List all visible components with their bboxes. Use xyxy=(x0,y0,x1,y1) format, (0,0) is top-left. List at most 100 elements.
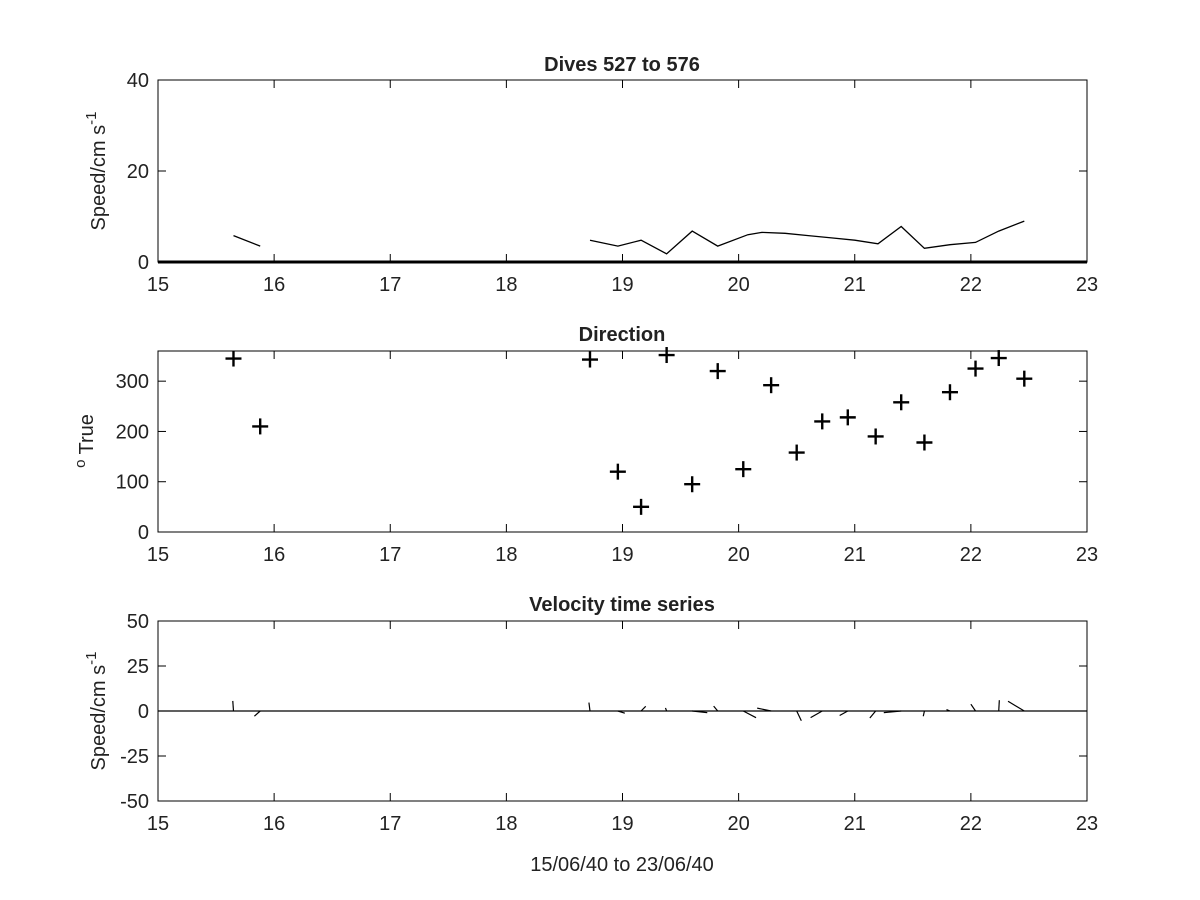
direction-x-tick-label: 15 xyxy=(147,544,169,566)
speed-x-tick-label: 20 xyxy=(728,274,750,296)
speed-plot-frame xyxy=(157,79,1088,263)
velocity-x-tick-label: 21 xyxy=(844,813,866,835)
direction-x-tick-label: 20 xyxy=(728,544,750,566)
direction-x-tick-label: 22 xyxy=(960,544,982,566)
speed-y-tick-label: 20 xyxy=(127,161,149,183)
direction-point xyxy=(658,347,675,364)
direction-point xyxy=(839,409,856,426)
velocity-stick xyxy=(640,705,647,712)
direction-point xyxy=(893,394,910,411)
direction-x-tick-label: 16 xyxy=(263,544,285,566)
speed-x-tick-label: 16 xyxy=(263,274,285,296)
direction-point xyxy=(633,498,650,515)
velocity-x-tick-label: 22 xyxy=(960,813,982,835)
speed-x-tick-label: 22 xyxy=(960,274,982,296)
speed-x-tick-label: 17 xyxy=(379,274,401,296)
direction-y-axis-label: o True xyxy=(72,414,98,468)
direction-point xyxy=(684,476,701,493)
speed-x-tick-label: 23 xyxy=(1076,274,1098,296)
velocity-x-tick-label: 18 xyxy=(495,813,517,835)
velocity-x-tick-label: 15 xyxy=(147,813,169,835)
direction-point xyxy=(990,350,1007,367)
direction-point xyxy=(252,418,269,435)
direction-panel-title: Direction xyxy=(579,324,666,346)
direction-y-axis-text: True xyxy=(76,414,98,454)
velocity-y-axis-label: Speed/cm s-1 xyxy=(83,652,110,771)
velocity-y-tick-label: -50 xyxy=(120,791,149,813)
direction-point xyxy=(609,463,626,480)
velocity-stick xyxy=(796,710,802,721)
velocity-x-tick-label: 19 xyxy=(611,813,633,835)
velocity-stick xyxy=(757,707,772,712)
speed-x-tick-label: 15 xyxy=(147,274,169,296)
velocity-stick xyxy=(253,710,261,717)
velocity-stick xyxy=(588,702,591,712)
velocity-panel-title: Velocity time series xyxy=(529,594,715,616)
speed-y-axis-label: Speed/cm s-1 xyxy=(83,112,110,231)
speed-panel: Dives 527 to 576 Speed/cm s-1 15 16 17 18 19… xyxy=(83,54,1098,296)
velocity-y-axis-text: Speed/cm s xyxy=(88,665,110,771)
velocity-stick xyxy=(1007,700,1025,712)
direction-x-tick-label: 23 xyxy=(1076,544,1098,566)
direction-point xyxy=(709,363,726,380)
velocity-x-tick-label: 16 xyxy=(263,813,285,835)
direction-point xyxy=(867,428,884,445)
velocity-stick xyxy=(946,709,951,712)
direction-x-tick-label: 21 xyxy=(844,544,866,566)
speed-series-line xyxy=(589,220,1025,255)
velocity-stick xyxy=(839,710,849,717)
velocity-stick xyxy=(617,710,626,714)
velocity-y-tick-label: 0 xyxy=(138,701,149,723)
velocity-panel: Velocity time series Speed/cm s-1 15/06/… xyxy=(83,594,1098,876)
velocity-y-tick-label: 50 xyxy=(127,611,149,633)
speed-x-tick-label: 18 xyxy=(495,274,517,296)
velocity-stick xyxy=(232,700,235,712)
velocity-stick xyxy=(922,710,926,717)
direction-plot-frame xyxy=(157,350,1088,533)
velocity-stick xyxy=(692,710,708,714)
direction-point xyxy=(763,377,780,394)
velocity-x-tick-label: 17 xyxy=(379,813,401,835)
direction-point xyxy=(1016,370,1033,387)
speed-series-line xyxy=(233,234,261,247)
speed-y-tick-label: 0 xyxy=(138,252,149,274)
direction-point xyxy=(941,384,958,401)
speed-x-tick-label: 19 xyxy=(611,274,633,296)
velocity-stick xyxy=(664,707,668,712)
velocity-stick xyxy=(998,700,1000,712)
velocity-x-axis-label: 15/06/40 to 23/06/40 xyxy=(530,854,714,876)
direction-y-tick-label: 300 xyxy=(116,371,149,393)
direction-point xyxy=(814,413,831,430)
direction-y-tick-label: 100 xyxy=(116,472,149,494)
velocity-stick xyxy=(810,710,823,719)
velocity-stick xyxy=(869,710,877,719)
speed-x-tick-label: 21 xyxy=(844,274,866,296)
direction-x-tick-label: 18 xyxy=(495,544,517,566)
speed-y-tick-label: 40 xyxy=(127,70,149,92)
direction-point xyxy=(581,351,598,368)
direction-y-tick-label: 0 xyxy=(138,522,149,544)
velocity-stick xyxy=(883,710,902,714)
direction-y-axis-degree: o xyxy=(72,460,89,468)
direction-x-tick-label: 19 xyxy=(611,544,633,566)
velocity-x-tick-label: 23 xyxy=(1076,813,1098,835)
direction-point xyxy=(967,360,984,377)
velocity-y-tick-label: 25 xyxy=(127,656,149,678)
speed-panel-title: Dives 527 to 576 xyxy=(544,54,700,76)
speed-y-axis-exponent: -1 xyxy=(83,112,100,125)
direction-point xyxy=(916,434,933,451)
direction-point xyxy=(735,461,752,478)
direction-point xyxy=(225,350,242,367)
velocity-stick xyxy=(713,705,719,712)
direction-x-tick-label: 17 xyxy=(379,544,401,566)
direction-panel: Direction o True 15 16 17 18 19 20 21 22 23 0 100 20… xyxy=(72,324,1098,566)
velocity-y-axis-exponent: -1 xyxy=(83,652,100,665)
velocity-stick xyxy=(742,710,757,719)
velocity-y-tick-label: -25 xyxy=(120,746,149,768)
direction-point xyxy=(788,444,805,461)
velocity-stick xyxy=(970,703,977,712)
velocity-x-tick-label: 20 xyxy=(728,813,750,835)
direction-y-tick-label: 200 xyxy=(116,421,149,443)
speed-y-axis-text: Speed/cm s xyxy=(88,125,110,231)
